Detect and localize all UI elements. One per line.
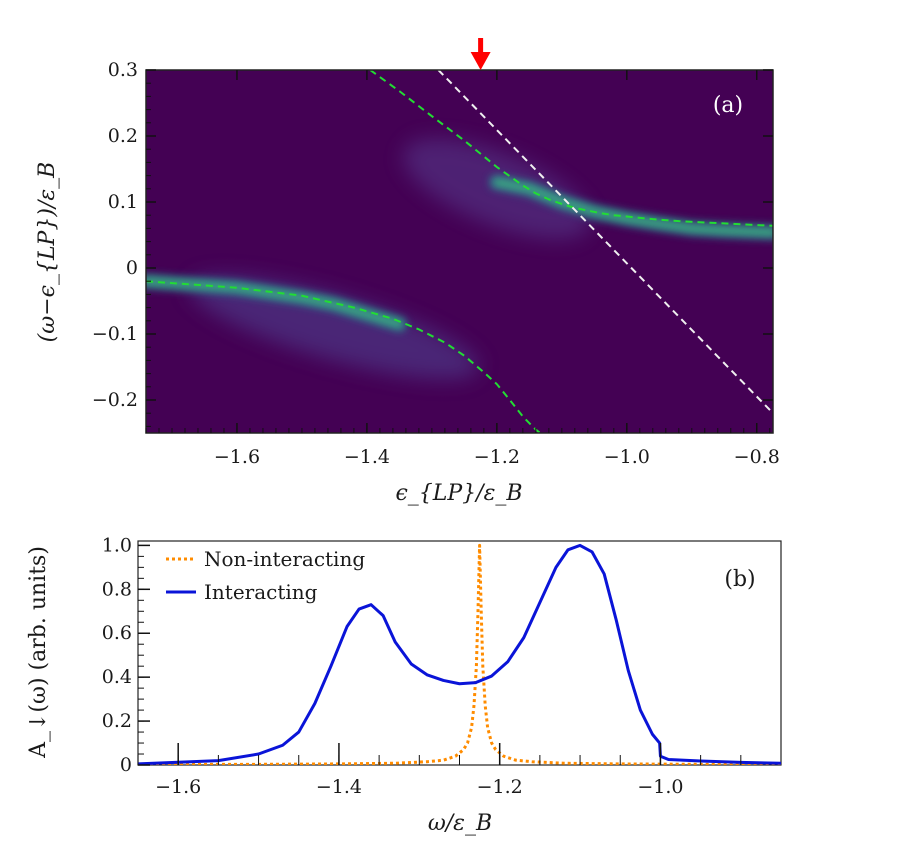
x-tick-label-b: −1.2	[477, 776, 523, 798]
panel-a-frame	[145, 69, 774, 434]
panel-b-label: (b)	[724, 567, 755, 592]
panel-a-ticks	[145, 69, 773, 433]
dashed-line-0	[146, 280, 542, 433]
y-tick-label-a: 0.2	[108, 125, 138, 147]
y-tick-label-b: 1.0	[102, 534, 132, 556]
panel-a: −1.6 −1.4 −1.2 −1.0 −0.8 −0.2 −0.1 0 0.1 0.2 0.3 (…	[35, 38, 780, 506]
panel-b-series	[138, 543, 781, 765]
panel-b: −1.6 −1.4 −1.2 −1.0 0 0.2 0.4 0.6 0.8 1.0 (b) Non…	[26, 534, 782, 836]
legend: Non-interacting Interacting	[166, 547, 365, 604]
halo-lower	[189, 275, 479, 379]
panel-b-tick-labels: −1.6 −1.4 −1.2 −1.0 0 0.2 0.4 0.6 0.8 1.0	[102, 534, 684, 798]
y-tick-label-b: 0.6	[102, 622, 132, 644]
y-tick-label-a: 0	[126, 257, 138, 279]
x-tick-label-a: −1.2	[474, 446, 520, 468]
panel-a-x-axis-label: ϵ_{LP}/ε_B	[395, 481, 522, 506]
legend-label-interacting: Interacting	[204, 580, 318, 604]
legend-label-non-interacting: Non-interacting	[204, 547, 365, 571]
panel-a-y-axis-label: (ω−ϵ_{LP})/ε_B	[35, 162, 60, 343]
dashed-line-1	[369, 70, 773, 227]
panel-b-x-axis-label: ω/ε_B	[428, 811, 492, 836]
x-tick-label-a: −1.4	[344, 446, 390, 468]
panel-b-y-axis-label: A_↓(ω) (arb. units)	[26, 546, 51, 759]
series-line-interacting	[138, 543, 781, 765]
x-tick-label-a: −0.8	[734, 446, 780, 468]
x-tick-label-b: −1.4	[316, 776, 362, 798]
heatmap-lines	[146, 70, 773, 433]
y-tick-label-a: −0.2	[92, 389, 138, 411]
y-tick-label-b: 0	[120, 754, 132, 776]
heatmap-background	[146, 70, 773, 433]
panel-b-ticks	[137, 544, 742, 766]
x-tick-label-b: −1.6	[155, 776, 201, 798]
series-line-non-interacting	[138, 543, 781, 765]
panel-a-label: (a)	[713, 93, 743, 118]
x-tick-label-a: −1.0	[604, 446, 650, 468]
y-tick-label-b: 0.8	[102, 578, 132, 600]
arrow-marker-icon	[470, 38, 491, 70]
panel-b-frame	[137, 540, 782, 766]
y-tick-label-a: −0.1	[92, 323, 138, 345]
upper-branch	[493, 179, 773, 236]
y-tick-label-a: 0.3	[108, 59, 138, 81]
dashed-line-2	[437, 70, 773, 414]
panel-a-tick-labels: −1.6 −1.4 −1.2 −1.0 −0.8 −0.2 −0.1 0 0.1 0.2 0.3	[92, 59, 780, 468]
x-tick-label-b: −1.0	[637, 776, 683, 798]
x-tick-label-a: −1.6	[214, 446, 260, 468]
y-tick-label-a: 0.1	[108, 191, 138, 213]
y-tick-label-b: 0.2	[102, 710, 132, 732]
y-tick-label-b: 0.4	[102, 666, 132, 688]
